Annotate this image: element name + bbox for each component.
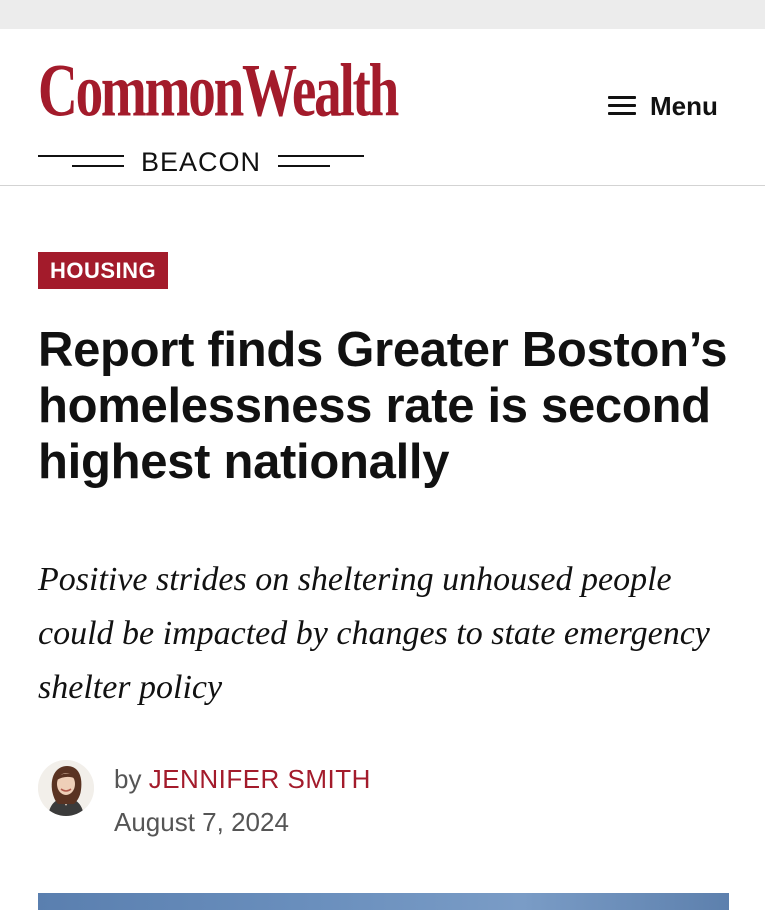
- logo-rule-left-bottom: [72, 165, 124, 167]
- logo-subtitle-row: BEACON: [38, 147, 364, 177]
- hamburger-icon: [608, 96, 638, 116]
- logo-subtitle: BEACON: [140, 147, 262, 177]
- category-badge[interactable]: HOUSING: [38, 252, 169, 289]
- author-avatar[interactable]: [38, 760, 94, 816]
- publish-date: August 7, 2024: [114, 807, 289, 837]
- site-logo[interactable]: CommonWealth BEACON: [38, 48, 399, 177]
- logo-rule-right-top: [278, 155, 364, 157]
- site-header: CommonWealth BEACON Menu: [0, 29, 765, 186]
- menu-button[interactable]: Menu: [608, 87, 732, 125]
- author-link[interactable]: JENNIFER SMITH: [148, 764, 371, 794]
- logo-rule-left-top: [38, 155, 124, 157]
- menu-label: Menu: [650, 90, 718, 121]
- byline-prefix: by: [114, 764, 142, 794]
- browser-top-strip: [0, 0, 765, 29]
- article-subheadline: Positive strides on sheltering unhoused …: [38, 561, 710, 706]
- logo-wordmark: CommonWealth: [38, 48, 399, 133]
- article-headline: Report finds Greater Boston’s homelessne…: [38, 323, 728, 489]
- logo-rule-right-bottom: [278, 165, 330, 167]
- byline: by JENNIFER SMITH: [114, 763, 371, 795]
- hero-image: [38, 893, 729, 910]
